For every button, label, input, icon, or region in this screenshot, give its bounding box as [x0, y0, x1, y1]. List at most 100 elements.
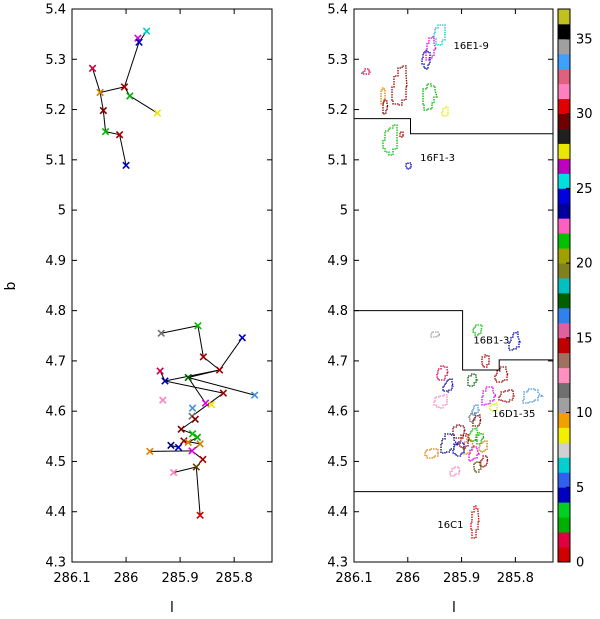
- cross-marker: [153, 109, 162, 117]
- link-line: [187, 377, 206, 404]
- left-y-tick-label: 4.6: [45, 405, 66, 420]
- cross-marker: [250, 391, 259, 399]
- link-line: [119, 134, 127, 166]
- cloud-contour: [382, 124, 398, 156]
- link-line: [99, 92, 104, 111]
- link-line: [123, 42, 140, 88]
- left-y-tick-label: 5: [58, 204, 66, 219]
- colorbar-tick-label: 20: [576, 257, 593, 272]
- cloud-contour: [424, 448, 439, 459]
- cloud-contour: [361, 68, 372, 75]
- cloud-contour: [433, 394, 448, 409]
- cross-marker: [96, 88, 104, 97]
- left-y-label: b: [3, 281, 19, 290]
- cloud-contour: [405, 162, 412, 170]
- cross-marker: [188, 404, 197, 412]
- cross-marker: [174, 443, 183, 452]
- cloud-contour: [458, 433, 470, 449]
- colorbar-cell: [558, 442, 570, 458]
- region-label: 16B1-3: [473, 335, 509, 346]
- colorbar-cell: [558, 143, 570, 159]
- link-line: [129, 95, 158, 114]
- right-plot-frame: [353, 8, 554, 563]
- colorbar-tick-label: 30: [576, 107, 593, 122]
- right-x-ticks: 286.1 286 285.9 285.8: [335, 9, 534, 586]
- cloud-contour: [399, 131, 404, 138]
- cross-marker: [156, 367, 164, 375]
- colorbar-frame: [557, 8, 571, 563]
- cloud-contour: [433, 24, 446, 46]
- field-boundary: [354, 310, 553, 371]
- right-y-tick-label: 4.9: [327, 254, 348, 269]
- left-y-ticks: 4.3 4.4 4.5 4.6 4.7 4.8 4.9 5 5.1 5.2 5.3 5.4: [45, 3, 272, 571]
- cloud-contour: [468, 446, 481, 462]
- cross-marker: [146, 447, 154, 456]
- cross-marker: [184, 438, 192, 447]
- cloud-contour: [430, 331, 442, 338]
- colorbar-cell: [558, 9, 570, 25]
- link-line: [99, 86, 125, 93]
- right-y-tick-label: 4.6: [327, 405, 348, 420]
- right-y-tick-label: 5: [340, 204, 348, 219]
- left-y-tick-label: 4.5: [45, 455, 66, 470]
- colorbar-ticks: 0 5 10 15 20 25 30 35: [566, 32, 593, 571]
- right-panel: 4.3 4.4 4.5 4.6 4.7 4.8 4.9 5 5.1 5.2 5.3 5.4 286.1…: [327, 3, 554, 616]
- cross-marker: [215, 366, 224, 374]
- colorbar-cell: [558, 337, 570, 354]
- cross-marker: [201, 399, 210, 407]
- link-line: [105, 131, 120, 136]
- cloud-contour: [478, 440, 488, 453]
- cross-marker: [191, 415, 200, 423]
- left-x-tick-label: 285.9: [161, 571, 198, 586]
- link-line: [188, 377, 255, 396]
- right-y-tick-label: 4.3: [327, 556, 348, 571]
- colorbar-cell: [558, 218, 570, 234]
- right-y-tick-label: 5.2: [327, 103, 348, 118]
- colorbar-cell: [558, 517, 570, 533]
- left-y-tick-label: 5.3: [45, 53, 66, 68]
- colorbar-tick-label: 25: [576, 182, 593, 197]
- colorbar-cell: [558, 98, 570, 115]
- right-x-tick-label: 285.8: [497, 571, 534, 586]
- right-y-tick-label: 4.4: [327, 505, 348, 520]
- cloud-contour: [473, 461, 482, 473]
- colorbar-cell: [558, 547, 570, 563]
- left-x-tick-label: 286.1: [53, 571, 90, 586]
- colorbar-cell: [558, 68, 570, 85]
- cloud-contour: [382, 99, 389, 115]
- link-line: [102, 110, 107, 132]
- link-line: [92, 68, 101, 93]
- cloud-contour: [422, 83, 438, 111]
- right-y-tick-label: 5.4: [327, 3, 348, 18]
- cross-marker: [99, 106, 108, 115]
- link-line: [219, 337, 243, 371]
- cross-marker: [120, 83, 129, 91]
- cross-marker: [188, 430, 197, 438]
- right-y-tick-label: 4.7: [327, 354, 348, 369]
- cloud-contour: [481, 386, 498, 406]
- colorbar-tick-label: 5: [576, 481, 584, 496]
- colorbar-cell: [558, 158, 570, 174]
- cloud-contour: [522, 388, 544, 404]
- cross-marker: [135, 38, 143, 46]
- left-y-tick-label: 4.7: [45, 354, 66, 369]
- left-y-tick-label: 4.9: [45, 254, 66, 269]
- link-line: [197, 325, 204, 357]
- right-clouds: [361, 24, 544, 539]
- cross-marker: [207, 400, 216, 409]
- colorbar-cell: [558, 263, 570, 279]
- colorbar-cell: [558, 322, 570, 339]
- cloud-contour: [494, 366, 509, 383]
- colorbar-cell: [558, 412, 570, 428]
- cloud-contour: [468, 427, 479, 442]
- colorbar-tick-label: 10: [576, 406, 593, 421]
- cloud-contour: [441, 106, 449, 117]
- left-points: [88, 27, 259, 520]
- colorbar-cell: [558, 173, 570, 189]
- colorbar-cell: [558, 203, 570, 219]
- colorbar-cell: [558, 248, 570, 264]
- cross-marker: [238, 334, 247, 342]
- cloud-contour: [475, 432, 485, 445]
- colorbar-cell: [558, 23, 570, 40]
